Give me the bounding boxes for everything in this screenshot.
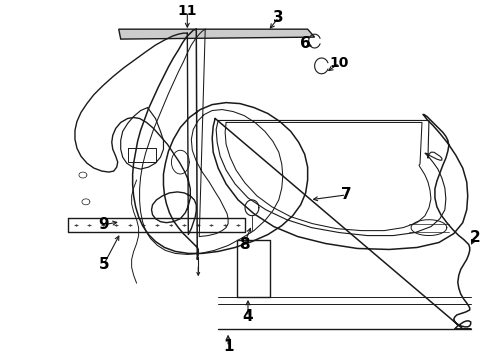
Text: 1: 1: [223, 339, 233, 354]
Text: 3: 3: [273, 10, 284, 25]
Text: 6: 6: [300, 36, 311, 50]
Text: 11: 11: [177, 4, 197, 18]
Text: 7: 7: [341, 188, 352, 202]
Text: 4: 4: [243, 310, 253, 324]
Text: 2: 2: [469, 230, 480, 245]
Text: 10: 10: [330, 56, 349, 70]
Text: 9: 9: [98, 217, 109, 232]
Text: 8: 8: [239, 237, 249, 252]
Text: 5: 5: [98, 257, 109, 272]
Polygon shape: [119, 29, 315, 39]
